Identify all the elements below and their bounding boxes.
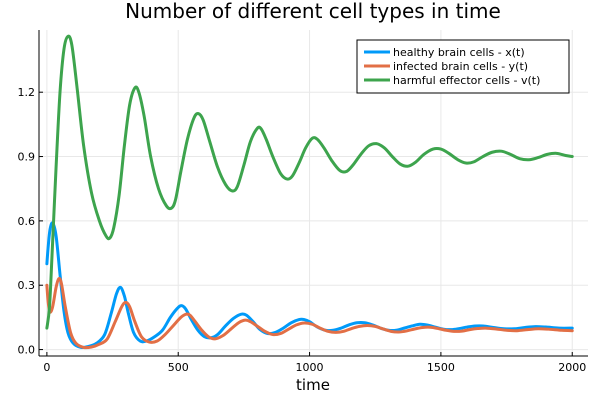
chart-title: Number of different cell types in time (125, 0, 501, 23)
legend-box (356, 39, 570, 94)
y-tick-label: 0.3 (18, 279, 36, 292)
axes (38, 30, 588, 357)
y-tick-labels: 0.0 0.3 0.6 0.9 1.2 (18, 86, 36, 356)
y-tick-label: 0.6 (18, 215, 36, 228)
series-line-harmful (45, 34, 574, 330)
x-axis-label: time (296, 376, 330, 394)
y-tick-label: 0.9 (18, 151, 36, 164)
x-tick-labels: 0 500 1000 1500 2000 (43, 361, 586, 374)
x-tick-label: 0 (43, 361, 50, 374)
legend-label-healthy: healthy brain cells - x(t) (393, 46, 525, 59)
legend-label-harmful: harmful effector cells - v(t) (393, 74, 540, 87)
x-tick-label: 1000 (296, 361, 324, 374)
x-tick-label: 2000 (558, 361, 586, 374)
x-tick-label: 500 (168, 361, 189, 374)
series-line-infected (45, 277, 574, 350)
x-tick-label: 1500 (427, 361, 455, 374)
series-lines (45, 34, 574, 350)
y-tick-label: 1.2 (18, 86, 36, 99)
legend-label-infected: infected brain cells - y(t) (393, 60, 528, 73)
legend: healthy brain cells - x(t) infected brai… (356, 39, 570, 94)
y-tick-label: 0.0 (18, 344, 36, 357)
